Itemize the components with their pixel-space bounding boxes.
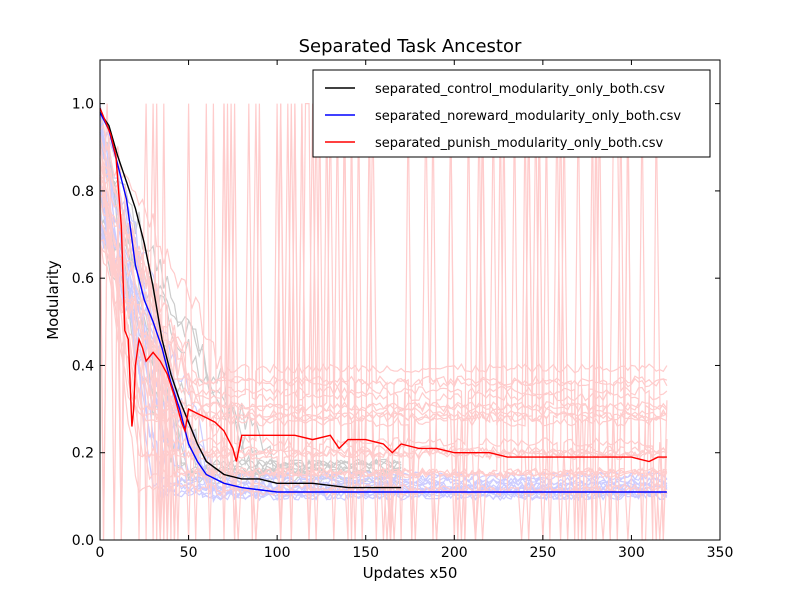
background-run-line (99, 103, 668, 541)
background-run-line (99, 195, 668, 504)
x-tick-label: 0 (96, 545, 105, 561)
x-axis-ticks: 0 50 100 150 200 250 300 350 (96, 60, 734, 561)
background-run-line (99, 103, 668, 541)
x-tick-label: 300 (618, 545, 645, 561)
y-tick-label: 0.0 (72, 533, 94, 549)
x-tick-label: 150 (352, 545, 379, 561)
chart-title: Separated Task Ancestor (299, 36, 522, 57)
y-axis-ticks: 0.0 0.2 0.4 0.6 0.8 1.0 (72, 97, 720, 549)
background-run-line (99, 103, 668, 541)
legend-label: separated_control_modularity_only_both.c… (375, 82, 665, 97)
y-tick-label: 0.6 (72, 271, 94, 287)
legend-label: separated_punish_modularity_only_both.cs… (375, 136, 664, 151)
y-tick-label: 0.2 (72, 446, 94, 462)
legend-box (312, 69, 711, 158)
y-tick-label: 0.4 (72, 358, 94, 374)
series-lines (99, 107, 667, 493)
x-tick-label: 50 (180, 545, 198, 561)
x-tick-label: 100 (264, 545, 291, 561)
background-run-line (99, 103, 668, 541)
x-axis-label: Updates x50 (363, 564, 458, 582)
legend: separated_control_modularity_only_both.c… (312, 69, 711, 158)
x-tick-label: 250 (529, 545, 556, 561)
background-run-line (99, 123, 668, 541)
y-axis-label: Modularity (44, 260, 62, 340)
background-run-line (99, 103, 668, 541)
axes-frame (99, 59, 721, 541)
x-tick-label: 350 (707, 545, 734, 561)
series-line-2 (99, 107, 667, 463)
y-tick-label: 1.0 (72, 97, 94, 113)
series-line-0 (99, 112, 402, 489)
series-line-1 (99, 112, 667, 493)
legend-label: separated_noreward_modularity_only_both.… (375, 109, 681, 124)
y-tick-label: 0.8 (72, 184, 94, 200)
x-tick-label: 200 (441, 545, 468, 561)
